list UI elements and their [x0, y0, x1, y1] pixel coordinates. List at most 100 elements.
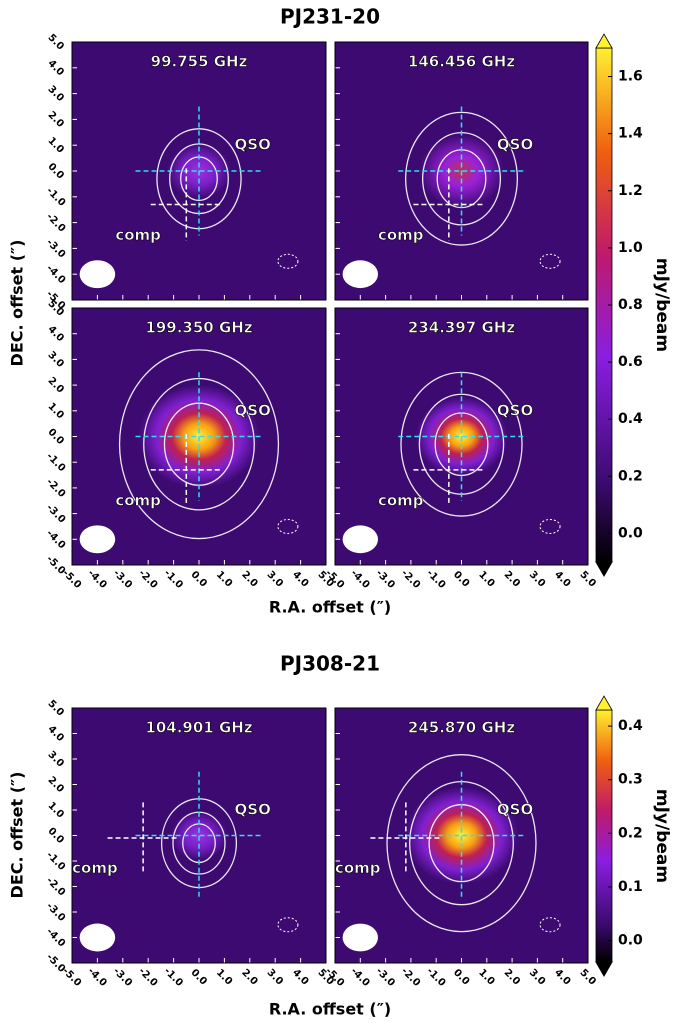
y-tick-label: 1.0: [45, 401, 65, 421]
x-tick-label: 0.0: [188, 569, 208, 589]
y-tick-label: 0.0: [45, 161, 65, 181]
colorbar-extend-bottom: [595, 561, 613, 578]
comp-label: comp: [72, 859, 118, 877]
colorbar-tick-label: 0.4: [618, 411, 643, 427]
y-tick-label: 2.0: [45, 775, 65, 795]
x-tick-label: 1.0: [476, 967, 496, 987]
colorbar-tick-label: 0.4: [618, 718, 643, 734]
x-tick-label: 4.0: [552, 967, 572, 987]
negative-contour: [539, 253, 561, 269]
x-tick-label: -3.0: [111, 568, 134, 591]
colorbar-extend-bottom: [595, 961, 613, 978]
y-axis-label: DEC. offset (″): [8, 772, 27, 899]
x-tick-label: -1.0: [424, 966, 447, 989]
x-tick-label: -2.0: [136, 966, 159, 989]
x-tick-label: -4.0: [348, 966, 371, 989]
x-tick-label: 0.0: [451, 967, 471, 987]
y-tick-label: -3.0: [44, 502, 67, 525]
colorbar-tick-label: 0.1: [618, 879, 643, 895]
y-tick-label: -1.0: [44, 850, 67, 873]
x-tick-label: 1.0: [214, 967, 234, 987]
panel-frame: [334, 41, 589, 301]
x-tick-label: -4.0: [85, 568, 108, 591]
y-tick-label: 5.0: [45, 698, 65, 718]
qso-label: QSO: [497, 136, 533, 154]
y-tick-label: -4.0: [44, 926, 67, 949]
beam: [342, 260, 379, 289]
x-tick-label: -2.0: [399, 966, 422, 989]
x-tick-label: 2.0: [239, 967, 259, 987]
comp-label: comp: [115, 491, 161, 509]
y-tick-label: 3.0: [45, 749, 65, 769]
frequency-label: 234.397 GHz: [408, 319, 515, 337]
x-tick-label: 1.0: [476, 569, 496, 589]
y-tick-label: 3.0: [45, 350, 65, 370]
colorbar-tick-label: 1.6: [618, 69, 643, 85]
x-axis-label: R.A. offset (″): [269, 1000, 391, 1019]
y-tick-label: 4.0: [45, 324, 65, 344]
beam: [79, 260, 116, 289]
beam: [342, 525, 379, 554]
y-tick-label: -3.0: [44, 901, 67, 924]
contour: [118, 349, 280, 540]
y-tick-label: -3.0: [44, 237, 67, 260]
x-tick-label: 5.0: [577, 569, 597, 589]
y-tick-label: -2.0: [44, 211, 67, 234]
x-tick-label: 4.0: [290, 967, 310, 987]
y-tick-label: 5.0: [45, 32, 65, 52]
colorbar-tick-label: 0.6: [618, 354, 643, 370]
beam: [342, 923, 379, 952]
frequency-label: 104.901 GHz: [145, 719, 252, 737]
colorbar-tick-label: 0.2: [618, 825, 643, 841]
colorbar-label: mJy/beam: [652, 789, 672, 883]
map-panel: 146.456 GHz QSO comp: [334, 41, 589, 301]
qso-label: QSO: [497, 401, 533, 419]
x-tick-label: -2.0: [399, 568, 422, 591]
negative-contour: [277, 253, 299, 269]
beam: [79, 923, 116, 952]
x-tick-label: -3.0: [374, 966, 397, 989]
y-axis-label: DEC. offset (″): [8, 240, 27, 367]
colorbar-tick-label: 1.0: [618, 240, 643, 256]
x-tick-label: 4.0: [290, 569, 310, 589]
emission: [404, 786, 519, 885]
y-tick-label: -1.0: [44, 186, 67, 209]
x-tick-label: 2.0: [502, 967, 522, 987]
colorbar-tick-label: 0.0: [618, 933, 643, 949]
map-panel: 99.755 GHz QSO comp: [71, 41, 327, 301]
y-tick-label: 4.0: [45, 58, 65, 78]
panel-frame: [334, 307, 589, 566]
colorbar-tick-label: 1.2: [618, 183, 643, 199]
map-panel: 234.397 GHz QSO comp: [334, 307, 589, 566]
qso-label: QSO: [235, 801, 271, 819]
y-tick-label: 0.0: [45, 826, 65, 846]
map-panel: 245.870 GHz QSO comp: [334, 707, 589, 964]
qso-label: QSO: [497, 801, 533, 819]
panel-frame: [71, 41, 327, 301]
contour: [143, 377, 255, 511]
x-tick-label: 2.0: [239, 569, 259, 589]
beam: [79, 525, 116, 554]
negative-contour: [539, 518, 561, 534]
comp-label: comp: [115, 226, 161, 244]
colorbar-extend-top: [595, 695, 613, 711]
x-tick-label: -4.0: [85, 966, 108, 989]
y-tick-label: 2.0: [45, 110, 65, 130]
panel-frame: [71, 707, 327, 964]
negative-contour: [539, 917, 561, 933]
y-tick-label: 4.0: [45, 724, 65, 744]
x-tick-label: 0.0: [188, 967, 208, 987]
panel-frame: [334, 707, 589, 964]
colorbar-tick-label: 1.4: [618, 126, 643, 142]
x-tick-label: 5.0: [577, 967, 597, 987]
colorbar: [595, 709, 613, 963]
colorbar-extend-top: [595, 33, 613, 49]
x-tick-label: 4.0: [552, 569, 572, 589]
contour: [386, 754, 537, 933]
figure-title: PJ231-20: [280, 5, 380, 29]
x-tick-label: -1.0: [162, 568, 185, 591]
x-tick-label: -1.0: [424, 568, 447, 591]
colorbar-label: mJy/beam: [652, 258, 672, 352]
negative-contour: [277, 917, 299, 933]
qso-label: QSO: [235, 401, 271, 419]
